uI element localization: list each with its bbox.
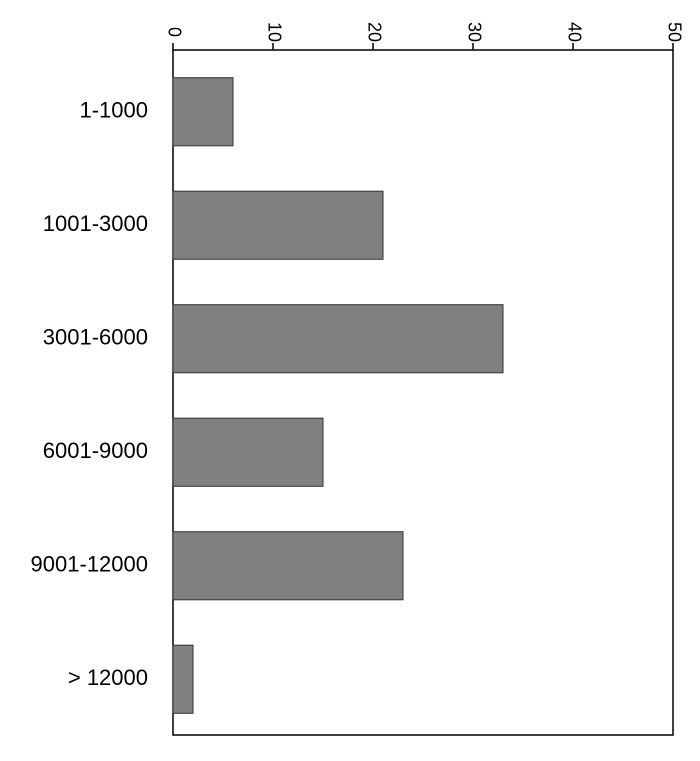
y-tick-label: 3001-6000	[43, 325, 148, 350]
bar	[172, 190, 384, 260]
bar	[172, 417, 324, 487]
x-tick-label: 40	[564, 22, 584, 42]
bar	[172, 77, 234, 147]
y-tick-label: 1-1000	[79, 98, 148, 123]
plot-frame	[172, 49, 674, 736]
x-tick-label: 50	[664, 22, 684, 42]
x-tick-label: 0	[164, 27, 184, 37]
x-tick-label: 30	[464, 22, 484, 42]
y-tick-label: 1001-3000	[43, 211, 148, 236]
y-tick-label: > 12000	[68, 665, 148, 690]
bar	[172, 644, 194, 714]
y-tick-label: 9001-12000	[31, 552, 148, 577]
bar	[172, 304, 504, 374]
x-tick-label: 10	[264, 22, 284, 42]
bar	[172, 531, 404, 601]
x-tick-label: 20	[364, 22, 384, 42]
y-tick-label: 6001-9000	[43, 438, 148, 463]
